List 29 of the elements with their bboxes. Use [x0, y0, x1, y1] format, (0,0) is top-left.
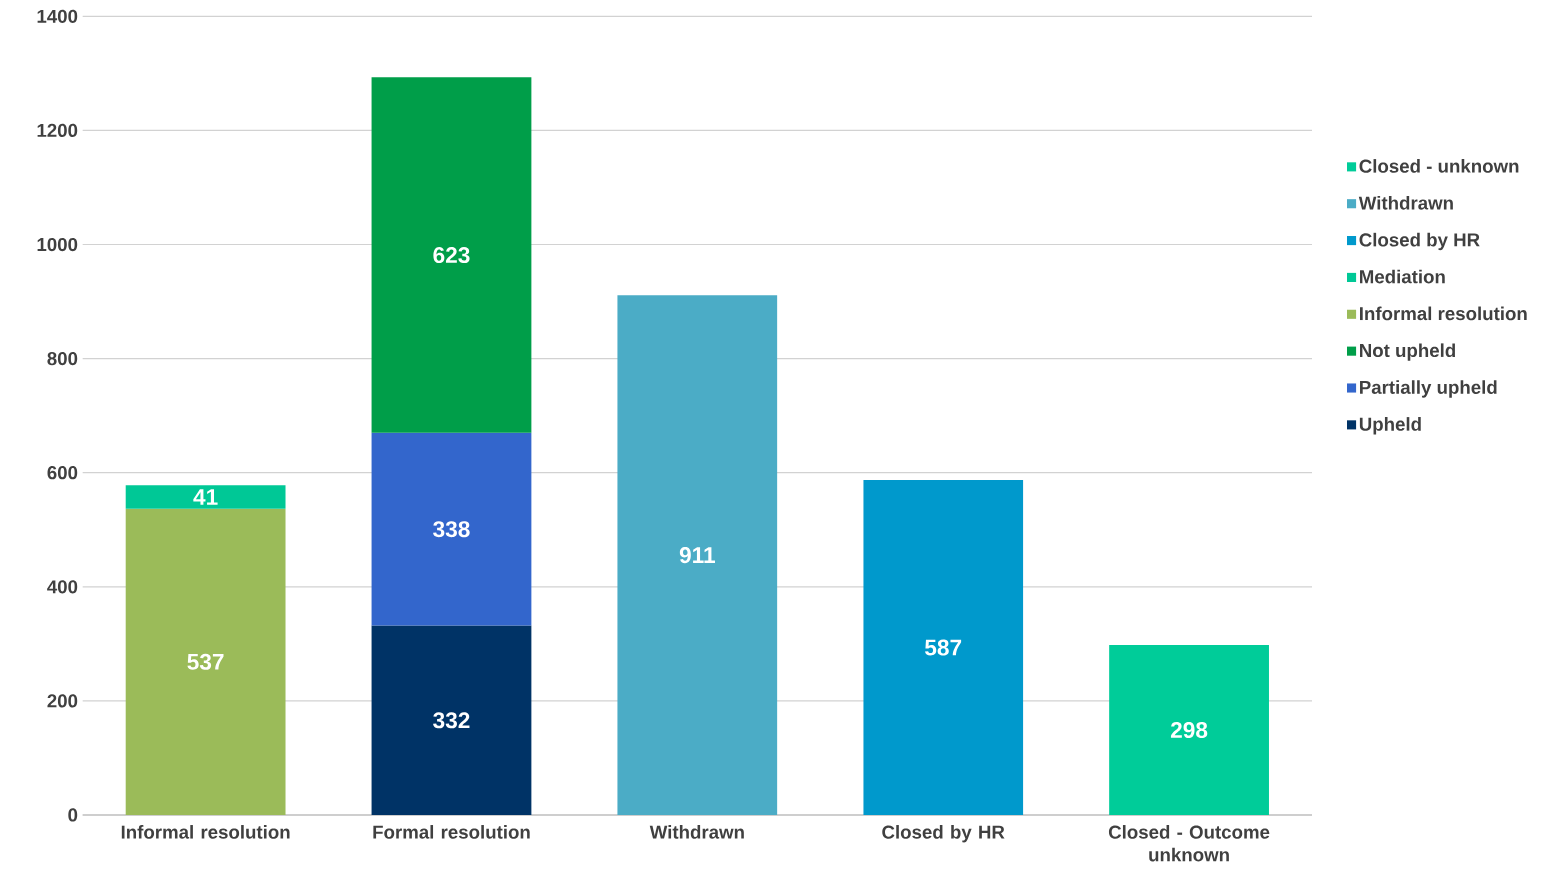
data-label: 911 [679, 547, 715, 564]
y-tick-label: 1000 [37, 237, 78, 252]
x-tick-label: Withdrawn [649, 825, 744, 839]
legend-label: Partially upheld [1360, 380, 1497, 398]
legend-label: Closed - unknown [1359, 159, 1519, 173]
x-tick-label: Closed by HR [882, 825, 1005, 843]
x-tick-label: Formal resolution [373, 825, 530, 839]
data-label: 338 [433, 521, 470, 538]
data-label: 298 [1170, 721, 1208, 739]
y-tick-label: 1200 [37, 123, 78, 138]
x-tick-label: Closed - Outcome unknown [1108, 825, 1270, 862]
y-tick-label: 800 [47, 351, 78, 366]
y-tick-label: 600 [47, 466, 78, 480]
y-tick-label: 0 [68, 808, 78, 822]
data-label: 537 [187, 653, 224, 670]
legend-label: Not upheld [1360, 343, 1455, 361]
x-tick-label: Informal resolution [121, 825, 290, 839]
legend-label: Mediation [1360, 269, 1445, 284]
data-label: 332 [433, 712, 470, 729]
data-label: 41 [193, 489, 218, 505]
y-tick-label: 1400 [37, 9, 78, 23]
legend-label: Upheld [1359, 417, 1421, 435]
y-tick-label: 200 [47, 694, 78, 708]
legend-label: Informal resolution [1360, 306, 1527, 321]
y-tick-label: 400 [47, 580, 78, 594]
legend-label: Closed by HR [1359, 232, 1480, 251]
legend-label: Withdrawn [1358, 195, 1453, 210]
data-label: 623 [433, 247, 470, 264]
data-label: 587 [924, 639, 962, 656]
